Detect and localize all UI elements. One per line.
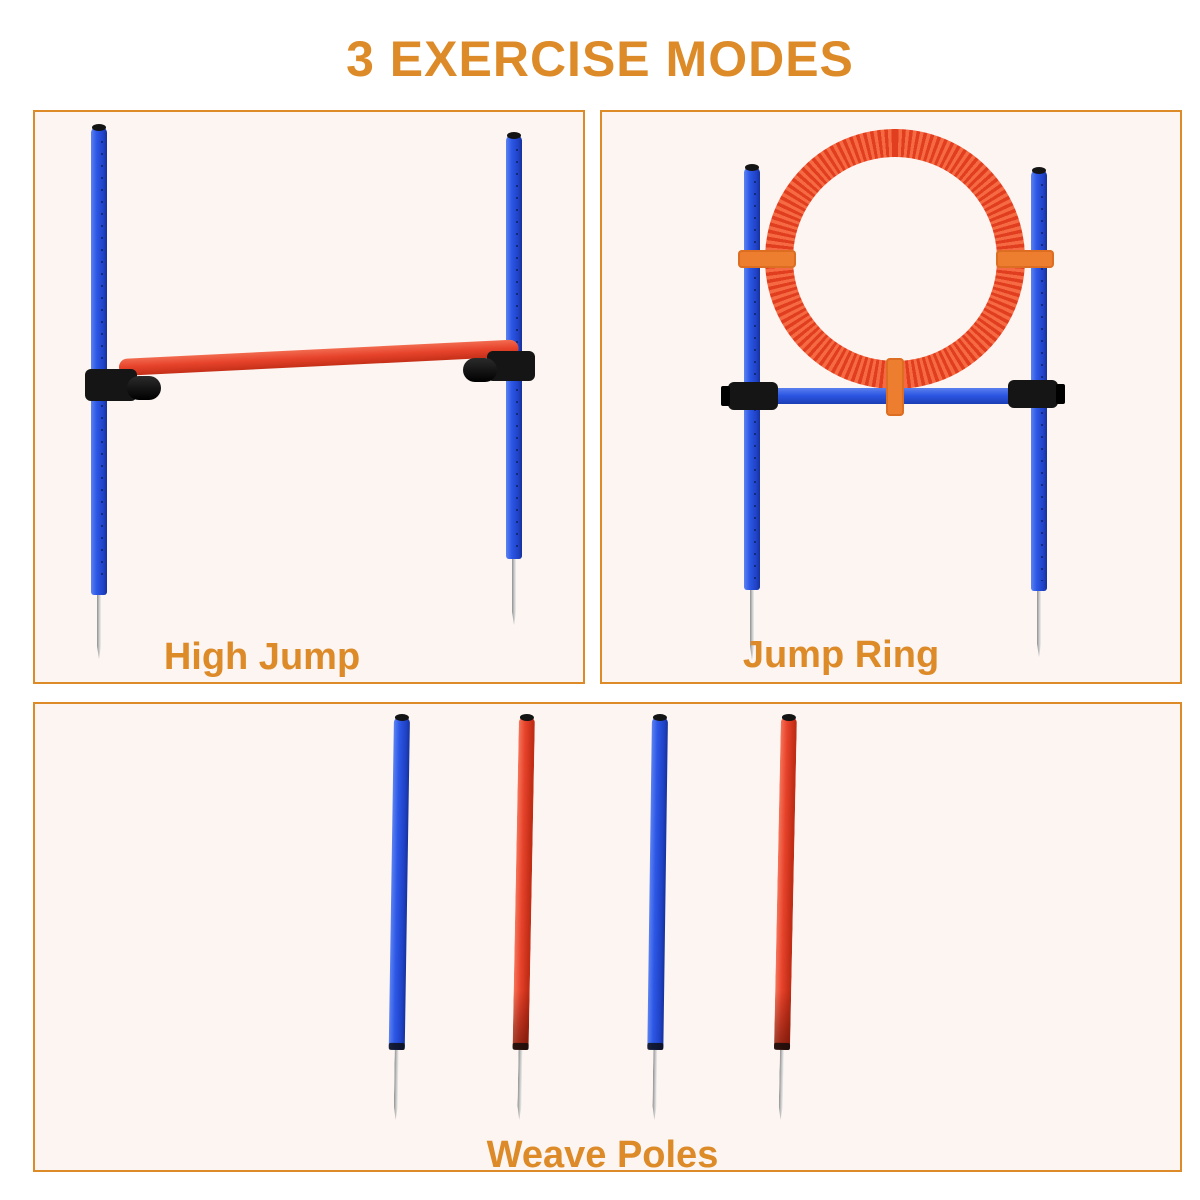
hoop-hole — [793, 157, 997, 361]
ground-spike — [394, 1050, 399, 1120]
pole-clamp — [463, 351, 535, 382]
pole-ferrule — [773, 1042, 791, 1051]
clamp-knob — [127, 376, 161, 400]
pole-ferrule — [647, 1042, 664, 1051]
blue-pole — [744, 164, 760, 660]
pole-shaft — [647, 716, 668, 1051]
pole-cap — [1032, 167, 1046, 174]
pole-clamp — [1008, 380, 1065, 408]
page-title: 3 EXERCISE MODES — [346, 31, 854, 87]
pole-ferrule — [512, 1042, 529, 1051]
jump-ring-hoop — [765, 129, 1025, 389]
panel-weave-poles: Weave Poles — [33, 702, 1182, 1176]
pole-shaft — [91, 127, 107, 595]
mounting-strap — [886, 358, 904, 416]
pole-shaft — [512, 716, 535, 1051]
pole-ferrule — [388, 1042, 405, 1051]
pole-shaft — [388, 716, 410, 1051]
pole-cap — [507, 132, 521, 139]
pole-cap — [519, 713, 534, 722]
mounting-strap — [996, 250, 1054, 268]
blue-pole — [388, 713, 410, 1120]
pole-cap — [394, 713, 409, 722]
pole-clamp — [85, 369, 161, 401]
red-pole — [511, 713, 535, 1120]
blue-pole — [1031, 167, 1047, 657]
mounting-strap — [738, 250, 796, 268]
panel-jump-ring: Jump Ring — [600, 110, 1182, 684]
ground-spike — [97, 595, 101, 659]
pole-shaft — [773, 716, 797, 1051]
pole-cap — [92, 124, 106, 131]
ground-spike — [652, 1050, 657, 1120]
clamp-knob — [463, 358, 497, 382]
blue-pole — [646, 713, 668, 1120]
ground-spike — [1037, 591, 1041, 657]
pole-clamp — [721, 382, 778, 410]
ground-spike — [750, 590, 754, 660]
clamp-tab — [1056, 384, 1065, 404]
mode-label-weave-poles: Weave Poles — [486, 1134, 719, 1176]
red-pole — [772, 713, 797, 1120]
panel-high-jump: High Jump — [33, 110, 585, 684]
pole-cap — [745, 164, 759, 171]
mode-label-high-jump: High Jump — [163, 636, 361, 678]
pole-cap — [652, 713, 667, 722]
pole-shaft — [744, 167, 760, 590]
red-crossbar — [118, 339, 519, 376]
ground-spike — [512, 559, 516, 625]
ground-spike — [778, 1050, 783, 1120]
clamp-tab — [721, 386, 730, 406]
ground-spike — [517, 1050, 522, 1120]
blue-pole — [91, 124, 107, 659]
pole-cap — [781, 713, 796, 722]
mode-label-jump-ring: Jump Ring — [742, 634, 940, 676]
